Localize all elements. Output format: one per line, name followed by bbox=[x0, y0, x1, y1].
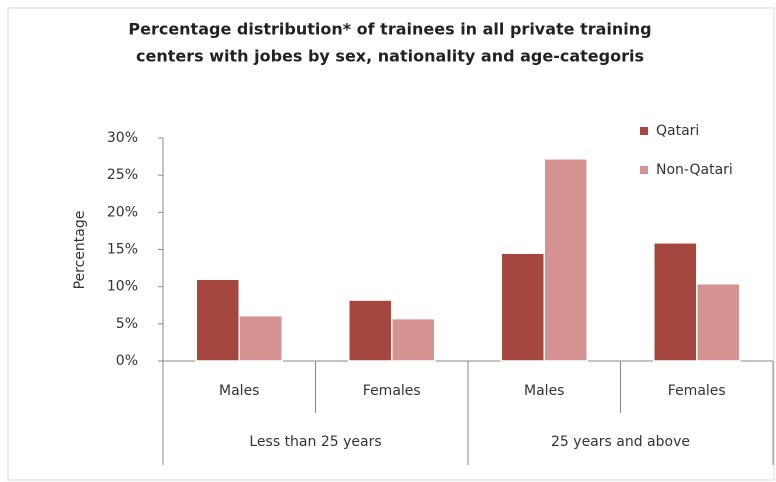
y-tick-label: 30% bbox=[107, 130, 138, 146]
y-axis-label: Percentage bbox=[72, 211, 88, 290]
bar bbox=[391, 317, 436, 362]
bar bbox=[238, 314, 283, 362]
y-tick-label: 10% bbox=[107, 279, 138, 295]
legend-label: Qatari bbox=[656, 123, 699, 139]
bar bbox=[696, 282, 741, 362]
x-tick-label: Males bbox=[219, 383, 259, 399]
group-label: 25 years and above bbox=[551, 434, 690, 450]
y-tick-label: 25% bbox=[107, 167, 138, 183]
chart-title: centers with jobes by sex, nationality a… bbox=[136, 47, 644, 66]
bar bbox=[348, 299, 393, 362]
y-tick-label: 0% bbox=[116, 353, 138, 369]
x-tick-label: Females bbox=[363, 383, 421, 399]
bar bbox=[500, 252, 545, 362]
y-tick-label: 5% bbox=[116, 316, 138, 332]
bar bbox=[195, 278, 240, 362]
chart-title: Percentage distribution* of trainees in … bbox=[128, 20, 651, 39]
chart-border bbox=[7, 7, 775, 481]
bar bbox=[653, 242, 698, 362]
legend-label: Non-Qatari bbox=[656, 162, 733, 178]
y-tick-label: 15% bbox=[107, 242, 138, 258]
y-tick-label: 20% bbox=[107, 204, 138, 220]
x-tick-label: Males bbox=[524, 383, 564, 399]
legend-swatch bbox=[640, 166, 648, 174]
legend-swatch bbox=[640, 127, 648, 135]
group-label: Less than 25 years bbox=[249, 434, 381, 450]
bar bbox=[543, 158, 588, 362]
x-tick-label: Females bbox=[668, 383, 726, 399]
